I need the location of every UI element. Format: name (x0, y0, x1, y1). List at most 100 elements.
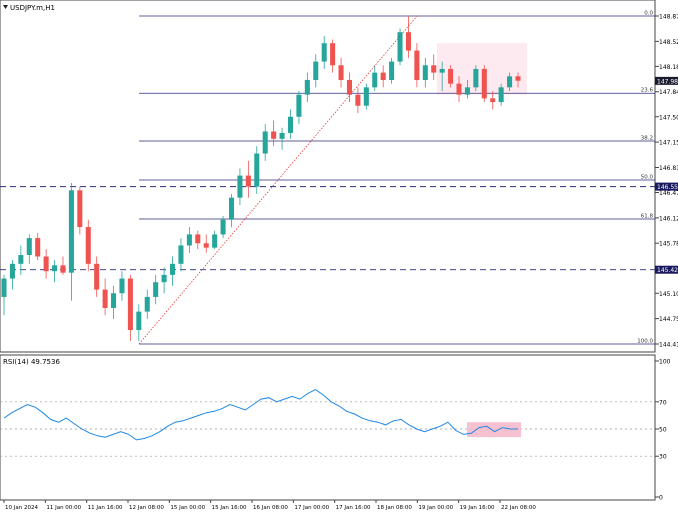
candle-body (448, 68, 454, 84)
time-tick-label: 12 Jan 08:00 (129, 505, 164, 511)
fib-level-label: 38.2 (641, 136, 653, 142)
candle-body (279, 132, 285, 139)
fib-level-label: 23.6 (641, 88, 654, 94)
candle-body (43, 256, 49, 272)
fib-level-label: 61.8 (641, 213, 654, 219)
price-tick-label: 147.500 (659, 114, 678, 121)
level-price-tag (655, 182, 678, 191)
candle-body (52, 265, 58, 272)
candle-body (35, 238, 41, 257)
rsi-panel (0, 354, 656, 501)
price-tick-label: 146.810 (659, 165, 678, 172)
price-tick-label: 148.525 (659, 39, 678, 46)
rsi-highlight-zone (467, 422, 521, 438)
current-price-tag (655, 76, 678, 85)
price-tick-label: 144.755 (659, 316, 678, 323)
candle-body (313, 61, 319, 80)
candle-body (169, 263, 176, 275)
price-tick-label: 147.155 (659, 140, 678, 147)
level-price-tag (655, 265, 678, 274)
price-tick-label: 144.410 (659, 342, 678, 349)
candle-body (68, 190, 74, 273)
fib-level-label: 0.0 (644, 11, 653, 17)
price-panel (0, 0, 656, 353)
time-tick-label: 22 Jan 08:00 (501, 505, 536, 511)
time-tick-label: 11 Jan 00:00 (46, 505, 81, 511)
candle-body (481, 68, 487, 99)
candle-body (372, 72, 378, 88)
rsi-tick-label: 0 (659, 495, 663, 502)
level-price-tag-label: 146.550 (657, 184, 678, 191)
time-tick-label: 19 Jan 16:00 (460, 505, 495, 511)
candle-body (389, 61, 395, 80)
candle-body (287, 116, 294, 133)
candle-body (94, 263, 100, 290)
candle-body (254, 153, 260, 187)
candle-body (422, 65, 428, 80)
candle-body (245, 175, 251, 187)
time-tick-label: 17 Jan 16:00 (336, 505, 371, 511)
candle-body (102, 289, 108, 308)
candle-body (397, 32, 403, 62)
candle-body (296, 94, 302, 117)
time-tick-label: 15 Jan 00:00 (170, 505, 205, 511)
fib-level-label: 50.0 (641, 175, 654, 181)
time-tick-label: 16 Jan 08:00 (253, 505, 288, 511)
price-tick-label: 147.840 (659, 89, 678, 96)
rsi-label: RSI(14) 49.7536 (3, 358, 60, 366)
candle-body (203, 243, 209, 248)
candle-body (195, 234, 201, 244)
candle-body (346, 79, 353, 95)
candle-body (136, 311, 142, 331)
candle-body (515, 76, 521, 81)
rsi-tick-label: 100 (659, 359, 671, 366)
candle-body (304, 79, 310, 95)
current-price-label: 147.988 (657, 78, 678, 85)
rsi-tick-label: 50 (659, 427, 667, 434)
candle-body (178, 245, 184, 264)
candle-body (9, 263, 15, 279)
time-tick-label: 10 Jan 2024 (5, 505, 38, 511)
candle-body (439, 68, 445, 73)
time-tick-label: 17 Jan 00:00 (294, 505, 329, 511)
price-tick-label: 148.185 (659, 64, 678, 71)
price-tick-label: 146.125 (659, 215, 678, 222)
candle-body (456, 83, 462, 95)
price-tick-label: 145.780 (659, 241, 678, 248)
candle-body (321, 43, 327, 62)
candle-body (271, 131, 277, 139)
rsi-tick-label: 70 (659, 399, 667, 406)
candle-body (338, 65, 344, 80)
candle-body (85, 227, 91, 264)
candle-body (262, 131, 268, 154)
candle-body (405, 32, 411, 51)
candle-body (330, 43, 336, 66)
time-tick-label: 15 Jan 16:00 (212, 505, 247, 511)
price-tick-label: 146.470 (659, 190, 678, 197)
time-tick-label: 18 Jan 08:00 (377, 505, 412, 511)
level-price-tag-label: 145.420 (657, 267, 678, 274)
candle-body (127, 278, 133, 331)
candle-body (237, 175, 243, 198)
candle-body (1, 278, 7, 297)
candle-body (363, 87, 369, 106)
candle-body (153, 282, 159, 297)
candle-body (220, 219, 226, 235)
candle-body (414, 50, 420, 80)
candle-body (212, 234, 218, 248)
candle-body (119, 278, 125, 294)
rsi-line (3, 389, 518, 441)
candle-body (355, 94, 361, 106)
time-tick-label: 11 Jan 16:00 (88, 505, 123, 511)
candle-body (431, 65, 437, 73)
symbol-label: USDJPY.m,H1 (10, 4, 55, 12)
price-tick-label: 145.100 (659, 291, 678, 298)
candle-body (380, 72, 386, 80)
candle-body (161, 274, 167, 283)
candle-body (507, 76, 513, 88)
dropdown-arrow-icon[interactable] (3, 5, 8, 9)
candle-body (498, 87, 504, 103)
candle-body (464, 87, 470, 95)
candle-body (111, 293, 117, 308)
candle-body (77, 190, 83, 228)
